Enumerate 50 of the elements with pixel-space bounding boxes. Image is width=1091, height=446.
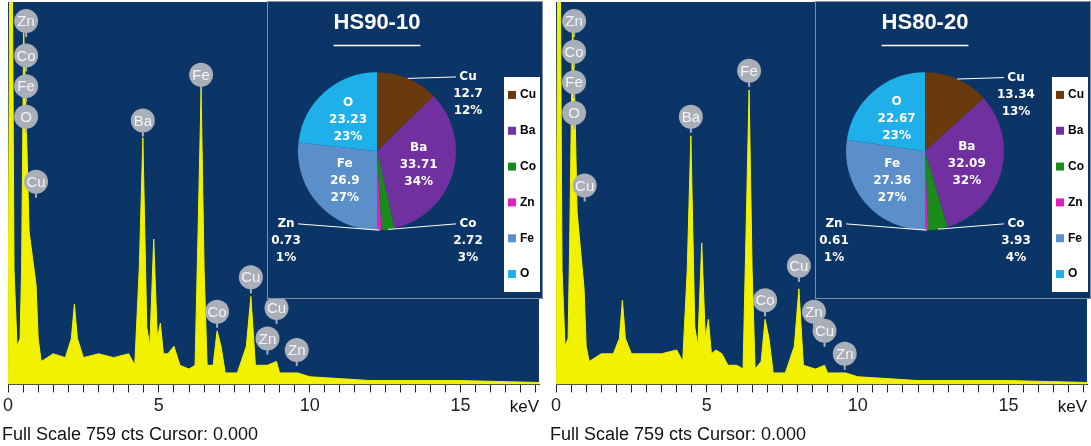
data-label: 12.7 12% [453, 86, 483, 118]
data-label: 3.93 4% [1001, 233, 1031, 265]
data-label: 23.23 23% [329, 111, 368, 143]
slice-label: Ba [958, 139, 976, 154]
x-tick-label: 15 [450, 395, 471, 416]
legend-label: Fe [520, 230, 535, 245]
x-axis-title: keV [509, 396, 540, 416]
text: Full Scale 759 cts Cursor: 0.000 [2, 423, 259, 444]
slice-label: Cu [1007, 69, 1025, 84]
legend-label: O [1068, 266, 1078, 281]
legend-label: Co [1068, 158, 1084, 173]
legend-label: Co [520, 158, 536, 173]
x-tick-label: 0 [3, 395, 14, 416]
slice-label: O [342, 94, 354, 109]
data-label: 26.9 27% [329, 173, 360, 205]
data-label: 2.72 3% [453, 233, 483, 265]
x-tick-label: 0 [551, 395, 562, 416]
legend-label: Fe [1068, 230, 1083, 245]
legend-label: Zn [520, 194, 535, 209]
data-label: 0.73 1% [271, 233, 301, 265]
x-tick-label: 10 [847, 395, 868, 416]
slice-label: Fe [336, 156, 353, 171]
data-label: 13.34 13% [997, 86, 1035, 118]
legend-label: Cu [1068, 87, 1084, 102]
data-label: 33.71 34% [399, 156, 438, 188]
legend-label: Ba [520, 123, 536, 138]
slice-label: Cu [459, 69, 477, 84]
slice-label: O [891, 94, 902, 109]
slice-label: Zn [825, 216, 843, 231]
legend-label: O [520, 266, 530, 281]
data-label: 0.61 1% [819, 233, 849, 265]
slice-label: Zn [277, 216, 295, 231]
x-tick-label: 10 [299, 395, 320, 416]
legend-label: Zn [1068, 194, 1083, 209]
x-tick-label: 5 [153, 395, 164, 416]
data-label: 22.67 23% [877, 111, 916, 143]
chart-title: HS80-20 [881, 9, 969, 35]
x-tick-label: 15 [998, 395, 1019, 416]
legend-label: Cu [520, 87, 536, 102]
data-label: 27.36 27% [873, 172, 912, 204]
slice-label: Fe [884, 155, 901, 170]
legend-label: Ba [1068, 123, 1084, 138]
slice-label: Co [1007, 216, 1025, 231]
data-label: 32.09 32% [947, 156, 986, 188]
x-axis-title: keV [1057, 396, 1088, 416]
x-tick-label: 5 [701, 395, 712, 416]
slice-label: Co [459, 216, 477, 231]
text: Full Scale 759 cts Cursor: 0.000 [550, 423, 807, 444]
slice-label: Ba [410, 139, 428, 154]
chart-title: HS90-10 [333, 9, 421, 35]
